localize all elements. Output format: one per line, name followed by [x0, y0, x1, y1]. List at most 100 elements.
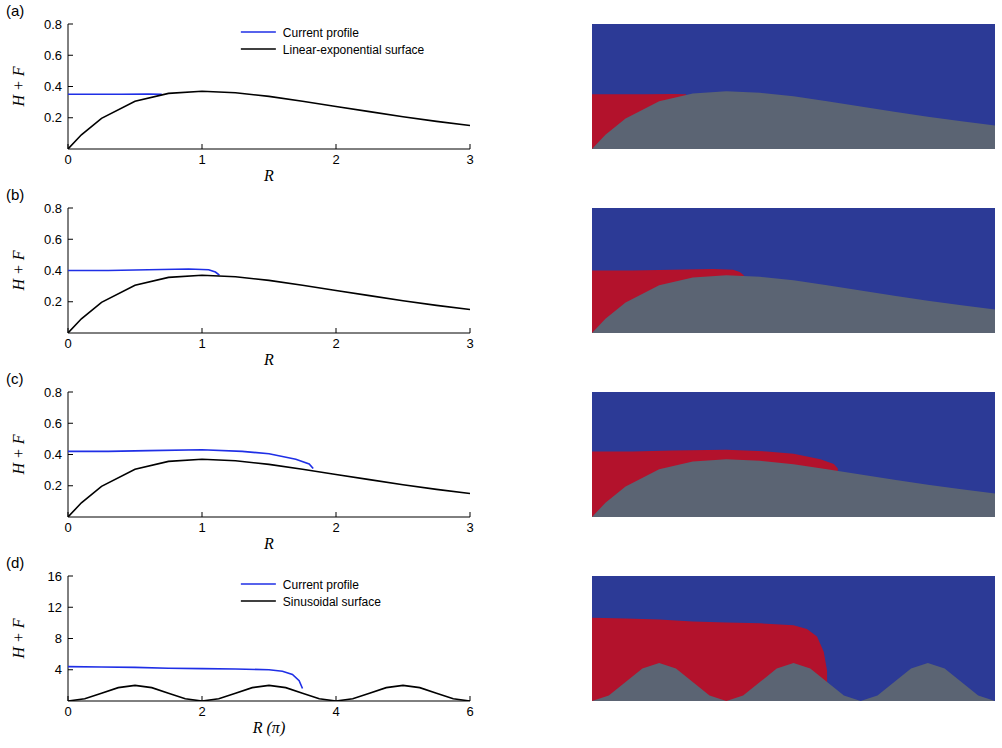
legend-swatch — [241, 48, 276, 50]
x-tick-label: 2 — [332, 152, 339, 167]
y-tick — [68, 392, 73, 393]
y-tick — [68, 117, 73, 118]
x-tick-label: 0 — [64, 336, 71, 351]
panel: (d)0246481216R (π)H + FCurrent profileSi… — [6, 554, 995, 737]
plot-area — [68, 269, 470, 333]
y-axis-title: H + F — [10, 250, 27, 291]
solid-surface — [592, 459, 995, 517]
x-axis — [68, 517, 470, 518]
plot-area — [68, 667, 470, 701]
y-tick-label: 0.8 — [44, 385, 62, 400]
x-tick-label: 6 — [466, 704, 473, 719]
x-tick-label: 0 — [64, 704, 71, 719]
figure: (a)01230.20.40.60.8RH + FCurrent profile… — [0, 0, 1002, 748]
y-axis-title: H + F — [10, 434, 27, 475]
y-tick-label: 0.4 — [44, 263, 62, 278]
x-axis-title: R — [263, 167, 274, 184]
x-tick — [202, 512, 203, 517]
y-tick-label: 4 — [55, 662, 62, 677]
line — [68, 91, 470, 149]
simulation-image — [592, 392, 995, 517]
panel-label: (a) — [6, 2, 24, 19]
x-tick — [336, 144, 337, 149]
x-tick — [336, 328, 337, 333]
plot-area — [68, 450, 470, 517]
legend-swatch — [241, 600, 276, 602]
y-tick — [68, 576, 73, 577]
x-tick-label: 0 — [64, 520, 71, 535]
y-tick — [68, 24, 73, 25]
y-tick — [68, 454, 73, 455]
panel-label: (d) — [6, 554, 24, 571]
panel-label: (b) — [6, 186, 24, 203]
legend-swatch — [241, 31, 276, 33]
legend-label: Linear-exponential surface — [283, 43, 425, 57]
panel-label: (c) — [6, 370, 24, 387]
x-tick-label: 3 — [466, 152, 473, 167]
y-tick — [68, 607, 73, 608]
panel: (a) 0 1 2 3 0.2 0.4 0.6 0.8 R H + F Current profile… — [6, 2, 995, 184]
x-tick-label: 1 — [198, 520, 205, 535]
line — [68, 269, 219, 275]
y-tick-label: 0.2 — [44, 110, 62, 125]
y-tick — [68, 669, 73, 670]
y-tick — [68, 485, 73, 486]
legend-label: Sinusoidal surface — [283, 595, 381, 609]
y-tick-label: 0.8 — [44, 17, 62, 32]
line — [68, 459, 470, 517]
x-tick — [202, 144, 203, 149]
y-tick-label: 0.6 — [44, 416, 62, 431]
line — [68, 685, 470, 701]
x-tick — [470, 512, 471, 517]
legend-label: Current profile — [283, 26, 359, 40]
x-tick-label: 3 — [466, 336, 473, 351]
x-tick-label: 4 — [332, 704, 339, 719]
y-tick — [68, 638, 73, 639]
x-axis-title: R — [263, 535, 274, 552]
y-tick-label: 0.2 — [44, 294, 62, 309]
x-tick-label: 1 — [198, 152, 205, 167]
y-tick-label: 0.6 — [44, 232, 62, 247]
y-tick-label: 16 — [48, 569, 62, 584]
y-tick — [68, 208, 73, 209]
solid-surface — [592, 663, 995, 701]
x-tick-label: 2 — [332, 520, 339, 535]
plot-area — [68, 91, 470, 149]
y-tick-label: 0.2 — [44, 478, 62, 493]
y-axis-title: H + F — [10, 66, 27, 107]
x-axis — [68, 701, 470, 702]
y-tick — [68, 86, 73, 87]
x-axis-title: R — [263, 351, 274, 368]
panel: (c) 0 1 2 3 0.2 0.4 0.6 0.8 R H + F — [6, 370, 995, 552]
line — [68, 275, 470, 333]
y-tick — [68, 55, 73, 56]
y-tick — [68, 239, 73, 240]
y-tick-label: 0.6 — [44, 48, 62, 63]
solid-surface — [592, 275, 995, 333]
legend-label: Current profile — [283, 578, 359, 592]
y-tick-label: 0.8 — [44, 201, 62, 216]
x-axis — [68, 149, 470, 150]
x-tick — [470, 144, 471, 149]
x-tick-label: 0 — [64, 152, 71, 167]
x-tick-label: 1 — [198, 336, 205, 351]
x-tick-label: 2 — [198, 704, 205, 719]
panel: (b) 0 1 2 3 0.2 0.4 0.6 0.8 R H + F — [6, 186, 995, 368]
x-axis-title: R (π) — [252, 719, 285, 737]
legend-swatch — [241, 583, 276, 585]
y-tick-label: 12 — [48, 600, 62, 615]
y-tick-label: 8 — [55, 631, 62, 646]
x-tick — [202, 328, 203, 333]
y-tick-label: 0.4 — [44, 79, 62, 94]
x-tick-label: 2 — [332, 336, 339, 351]
line — [68, 93, 162, 95]
simulation-image — [592, 24, 995, 149]
x-tick — [470, 328, 471, 333]
x-axis — [68, 333, 470, 334]
x-tick — [336, 512, 337, 517]
y-tick-label: 0.4 — [44, 447, 62, 462]
x-tick-label: 3 — [466, 520, 473, 535]
y-tick — [68, 301, 73, 302]
simulation-image — [592, 576, 995, 701]
simulation-image — [592, 208, 995, 333]
